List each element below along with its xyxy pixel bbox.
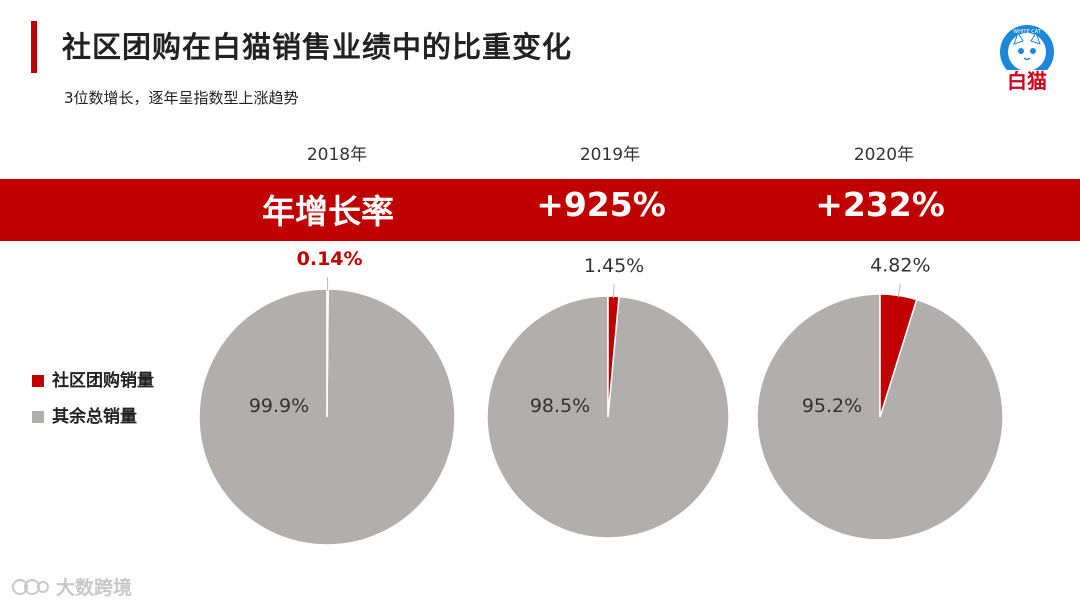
cat-eye-right-icon <box>1030 48 1036 54</box>
page-subtitle: 3位数增长，逐年呈指数型上涨趋势 <box>64 89 299 107</box>
data-label-community-2018: 0.14% <box>297 248 363 270</box>
legend-label-rest: 其余总销量 <box>52 407 137 427</box>
logo-brand-text: 白猫 <box>1007 69 1047 93</box>
leader-line-2019 <box>612 284 615 299</box>
data-label-rest-2018: 99.9% <box>249 395 309 417</box>
page-title: 社区团购在白猫销售业绩中的比重变化 <box>62 30 573 64</box>
legend-item-rest: 其余总销量 <box>32 406 182 428</box>
cat-ear-right-icon <box>1030 31 1041 45</box>
title-accent-bar <box>31 21 37 73</box>
data-label-community-2020: 4.82% <box>870 255 930 277</box>
watermark-text: 大数跨境 <box>56 577 133 599</box>
legend-label-community: 社区团购销量 <box>52 371 154 391</box>
watermark: 大数跨境 <box>10 573 132 600</box>
cat-ear-left-icon <box>1013 31 1024 45</box>
legend-swatch-community <box>32 375 44 387</box>
data-label-rest-2020: 95.2% <box>802 395 862 417</box>
legend-item-community: 社区团购销量 <box>32 370 182 392</box>
leader-line-2020 <box>897 283 901 298</box>
year-label-2018: 2018年 <box>306 145 368 165</box>
growth-rate-band <box>0 179 1080 241</box>
cat-mouth-icon <box>1023 57 1031 61</box>
growth-rate-label: 年增长率 <box>262 192 394 231</box>
brand-logo: WHITE CAT 白猫 <box>996 25 1058 93</box>
data-label-rest-2019: 98.5% <box>530 395 590 417</box>
logo-text-bg <box>996 70 1058 92</box>
logo-ring-text: WHITE CAT <box>1013 29 1042 35</box>
watermark-logo-icon <box>12 578 49 595</box>
data-label-community-2019: 1.45% <box>584 255 644 277</box>
year-label-2019: 2019年 <box>579 145 641 165</box>
growth-rate-2019: +925% <box>536 185 666 224</box>
chart-legend: 社区团购销量 其余总销量 <box>32 370 182 442</box>
year-label-2020: 2020年 <box>853 145 915 165</box>
growth-rate-2020: +232% <box>815 185 945 224</box>
legend-swatch-rest <box>32 411 44 423</box>
cat-eye-left-icon <box>1018 48 1024 54</box>
